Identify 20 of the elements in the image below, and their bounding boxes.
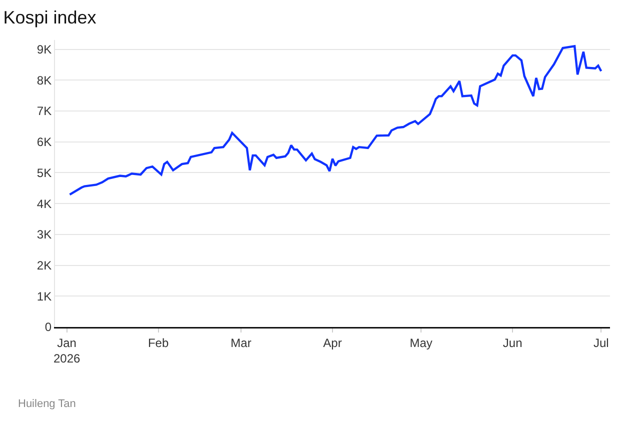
x-tick-label: Jul [593, 336, 609, 350]
x-tick-label: Apr [323, 336, 342, 350]
line-series [68, 45, 602, 196]
y-tick-label: 6K [36, 135, 52, 150]
text: Huileng Tan [18, 398, 76, 410]
y-tick-label: 2K [36, 258, 52, 272]
y-tick-label: 0 [44, 320, 52, 334]
x-tick-label: Jan 2026 [53, 336, 80, 366]
x-tick-label: May [410, 336, 432, 350]
y-tick-label: 7K [36, 104, 52, 118]
y-tick-label: 5K [36, 166, 52, 180]
x-tick-label: Mar [230, 336, 252, 350]
y-tick-label: 3K [36, 228, 52, 242]
y-tick-label: 1K [36, 289, 52, 304]
x-tick-label: Jun [502, 336, 522, 350]
x-tick-label: Feb [148, 336, 169, 350]
y-tick-label: 8K [36, 73, 52, 88]
chart-title: Kospi index [3, 7, 96, 28]
y-tick-label: 4K [36, 196, 52, 211]
y-tick-label: 9K [36, 42, 52, 56]
